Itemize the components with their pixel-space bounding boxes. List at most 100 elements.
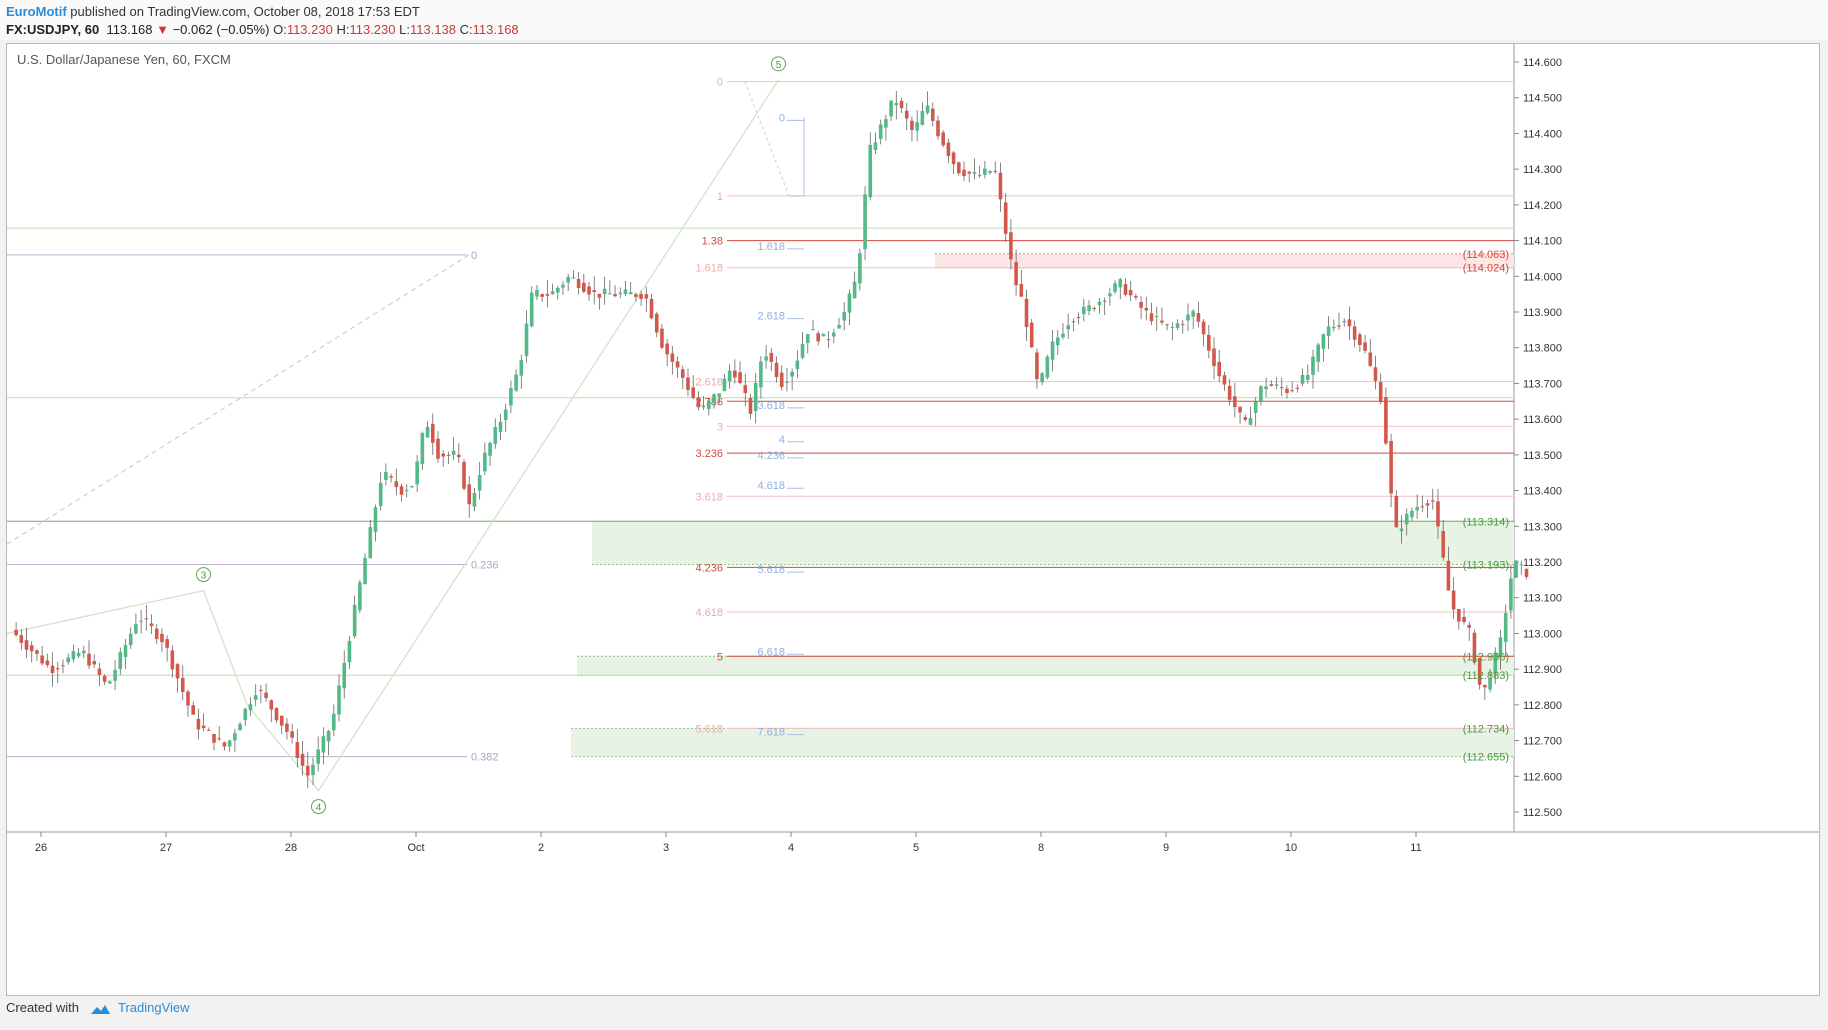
candle-body xyxy=(87,653,91,666)
candle-body xyxy=(1347,319,1352,327)
candle-body xyxy=(352,604,357,637)
candle-body xyxy=(503,409,508,421)
price-level-label: (112.655) xyxy=(1463,752,1509,764)
candle-body xyxy=(1311,356,1315,375)
candle-body xyxy=(430,423,435,443)
candle-body xyxy=(394,481,399,488)
candle-body xyxy=(1196,313,1201,322)
tradingview-cloud-icon xyxy=(90,1004,110,1014)
candle-body xyxy=(1462,616,1466,622)
candle-body xyxy=(1384,397,1388,444)
candle-body xyxy=(123,645,128,657)
fib-extension-blue-label: 4.618 xyxy=(757,480,785,492)
candle-body xyxy=(1102,300,1107,302)
candle-body xyxy=(1160,320,1164,323)
candle-body xyxy=(425,426,430,438)
chart-title: U.S. Dollar/Japanese Yen, 60, FXCM xyxy=(17,52,231,67)
candle-body xyxy=(863,194,867,250)
candle-body xyxy=(384,471,388,481)
candle-body xyxy=(983,168,987,175)
y-tick-label: 114.400 xyxy=(1523,128,1562,140)
candle-body xyxy=(884,119,888,128)
candle-body xyxy=(1436,501,1440,527)
candle-body xyxy=(337,685,341,715)
candle-body xyxy=(654,313,659,333)
candle-body xyxy=(1045,356,1050,378)
fib-extension-blue-label: 4.236 xyxy=(757,450,785,462)
y-tick-label: 113.900 xyxy=(1523,307,1562,319)
candle-body xyxy=(977,174,982,176)
y-tick-label: 113.400 xyxy=(1523,486,1562,498)
candle-body xyxy=(180,677,185,692)
price-level-label: (114.024) xyxy=(1463,263,1509,275)
fib-trend-line xyxy=(7,254,470,545)
candle-body xyxy=(420,433,425,465)
candle-body xyxy=(1014,262,1018,286)
candlesticks xyxy=(14,91,1529,789)
candle-body xyxy=(675,361,680,368)
candle-body xyxy=(639,294,643,299)
candle-body xyxy=(347,641,352,663)
candle-body xyxy=(555,287,560,293)
candle-body xyxy=(545,294,550,296)
candle-body xyxy=(1227,385,1232,400)
candle-body xyxy=(550,291,555,295)
candle-body xyxy=(1149,313,1154,322)
candle-body xyxy=(1055,337,1060,346)
candle-body xyxy=(634,294,638,297)
tradingview-link[interactable]: TradingView xyxy=(118,1000,190,1015)
support-zone xyxy=(577,656,1514,676)
candle-body xyxy=(196,718,201,730)
fib-extension-label: 3 xyxy=(717,421,723,433)
candle-body xyxy=(1139,302,1143,308)
candle-body xyxy=(1274,384,1279,386)
candle-body xyxy=(363,557,367,585)
candle-body xyxy=(1524,568,1529,577)
candle-body xyxy=(462,462,466,489)
candle-body xyxy=(201,725,206,729)
candle-body xyxy=(832,332,836,337)
candle-body xyxy=(1342,320,1347,323)
candle-body xyxy=(1399,528,1404,532)
author-link[interactable]: EuroMotif xyxy=(6,4,67,19)
candle-body xyxy=(733,370,737,378)
candle-body xyxy=(160,633,164,643)
candle-body xyxy=(1488,678,1492,690)
candle-body xyxy=(222,742,227,747)
price-chart[interactable]: 114.600 114.500 114.400 114.300 114.200 114.1… xyxy=(7,44,1819,995)
publish-header: EuroMotif published on TradingView.com, … xyxy=(0,0,1828,40)
y-tick-label: 114.000 xyxy=(1523,271,1562,283)
candle-body xyxy=(1300,374,1305,384)
fib-extension-blue-label: 5.618 xyxy=(757,564,785,576)
candle-body xyxy=(561,284,565,288)
candle-body xyxy=(889,100,893,117)
x-tick-label: 8 xyxy=(1038,842,1044,854)
candle-body xyxy=(623,289,628,295)
price-change: −0.062 (−0.05%) xyxy=(172,22,270,37)
candle-body xyxy=(1279,387,1284,389)
candle-body xyxy=(660,328,664,348)
candle-body xyxy=(904,110,909,119)
candle-body xyxy=(1123,284,1128,295)
candle-body xyxy=(410,486,414,488)
candle-body xyxy=(618,292,623,295)
chart-panel[interactable]: 114.600 114.500 114.400 114.300 114.200 114.1… xyxy=(6,43,1820,996)
y-tick-label: 113.200 xyxy=(1523,557,1562,569)
y-tick-label: 114.100 xyxy=(1523,236,1562,248)
candle-body xyxy=(878,124,883,139)
candle-body xyxy=(40,655,44,664)
candle-body xyxy=(378,482,383,507)
x-tick-label: 9 xyxy=(1163,842,1169,854)
candle-body xyxy=(139,620,143,622)
created-with-label: Created with xyxy=(6,1000,79,1015)
candle-body xyxy=(451,450,456,455)
candle-body xyxy=(753,383,758,411)
candle-body xyxy=(19,635,24,643)
candle-body xyxy=(696,397,701,408)
candle-body xyxy=(1253,401,1258,413)
candle-body xyxy=(446,454,451,456)
x-tick-label: 2 xyxy=(538,842,544,854)
candle-body xyxy=(217,738,222,740)
fib-extension-blue-label: 3.618 xyxy=(757,400,785,412)
candle-body xyxy=(1222,375,1227,385)
